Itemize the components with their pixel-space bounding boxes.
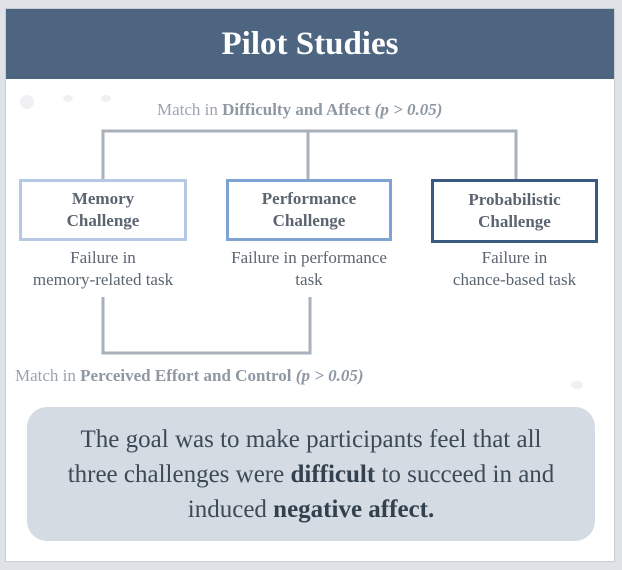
probabilistic-desc-line2: chance-based task [452,270,577,289]
probabilistic-desc-line1: Failure in [481,248,548,267]
probabilistic-challenge-desc: Failure in chance-based task [431,247,598,291]
memory-desc-line2: memory-related task [32,270,174,289]
slide: Pilot Studies Match in Difficulty and Af… [5,8,615,562]
memory-challenge-desc: Failure in memory-related task [19,247,187,291]
decorative-dot [63,95,73,102]
goal-text-part2: to succeed in and induced [187,460,555,523]
decorative-dot [101,95,111,102]
top-caption-stat: (p > 0.05) [374,100,443,119]
memory-desc-line1: Failure in [70,248,136,267]
top-caption-bold: Difficulty and Affect [222,100,371,119]
bottom-caption-prefix: Match in [15,366,81,385]
performance-challenge-desc: Failure in performance task [218,247,400,291]
performance-desc-line2: task [295,270,323,289]
memory-challenge-box: Memory Challenge [19,179,187,241]
goal-text-bold-difficult: difficult [290,460,376,488]
bottom-bracket-line [101,297,312,355]
connector-lines [101,129,518,355]
goal-statement-box: The goal was to make participants feel t… [27,407,595,541]
bottom-caption: Match in Perceived Effort and Control (p… [15,366,364,386]
memory-challenge-line2: Challenge [66,211,140,230]
performance-desc-line1: Failure in performance [231,248,387,267]
top-caption-prefix: Match in [157,100,223,119]
probabilistic-challenge-line1: Probabilistic [468,190,561,209]
memory-challenge-line1: Memory [71,189,135,208]
top-caption: Match in Difficulty and Affect (p > 0.05… [157,100,442,120]
decorative-dot [571,381,583,389]
goal-text-part1: The goal was to make participants feel t… [67,425,542,488]
decorative-dot [20,95,34,109]
performance-challenge-box: Performance Challenge [226,179,392,241]
probabilistic-challenge-line2: Challenge [478,212,551,231]
performance-challenge-line1: Performance [261,189,357,208]
probabilistic-challenge-box: Probabilistic Challenge [431,179,598,243]
slide-title: Pilot Studies [6,9,614,79]
bottom-caption-stat: (p > 0.05) [295,366,364,385]
bottom-caption-bold: Perceived Effort and Control [80,366,292,385]
goal-text-bold-negative-affect: negative affect. [273,495,435,523]
goal-statement-text: The goal was to make participants feel t… [56,422,566,527]
performance-challenge-line2: Challenge [272,211,346,230]
